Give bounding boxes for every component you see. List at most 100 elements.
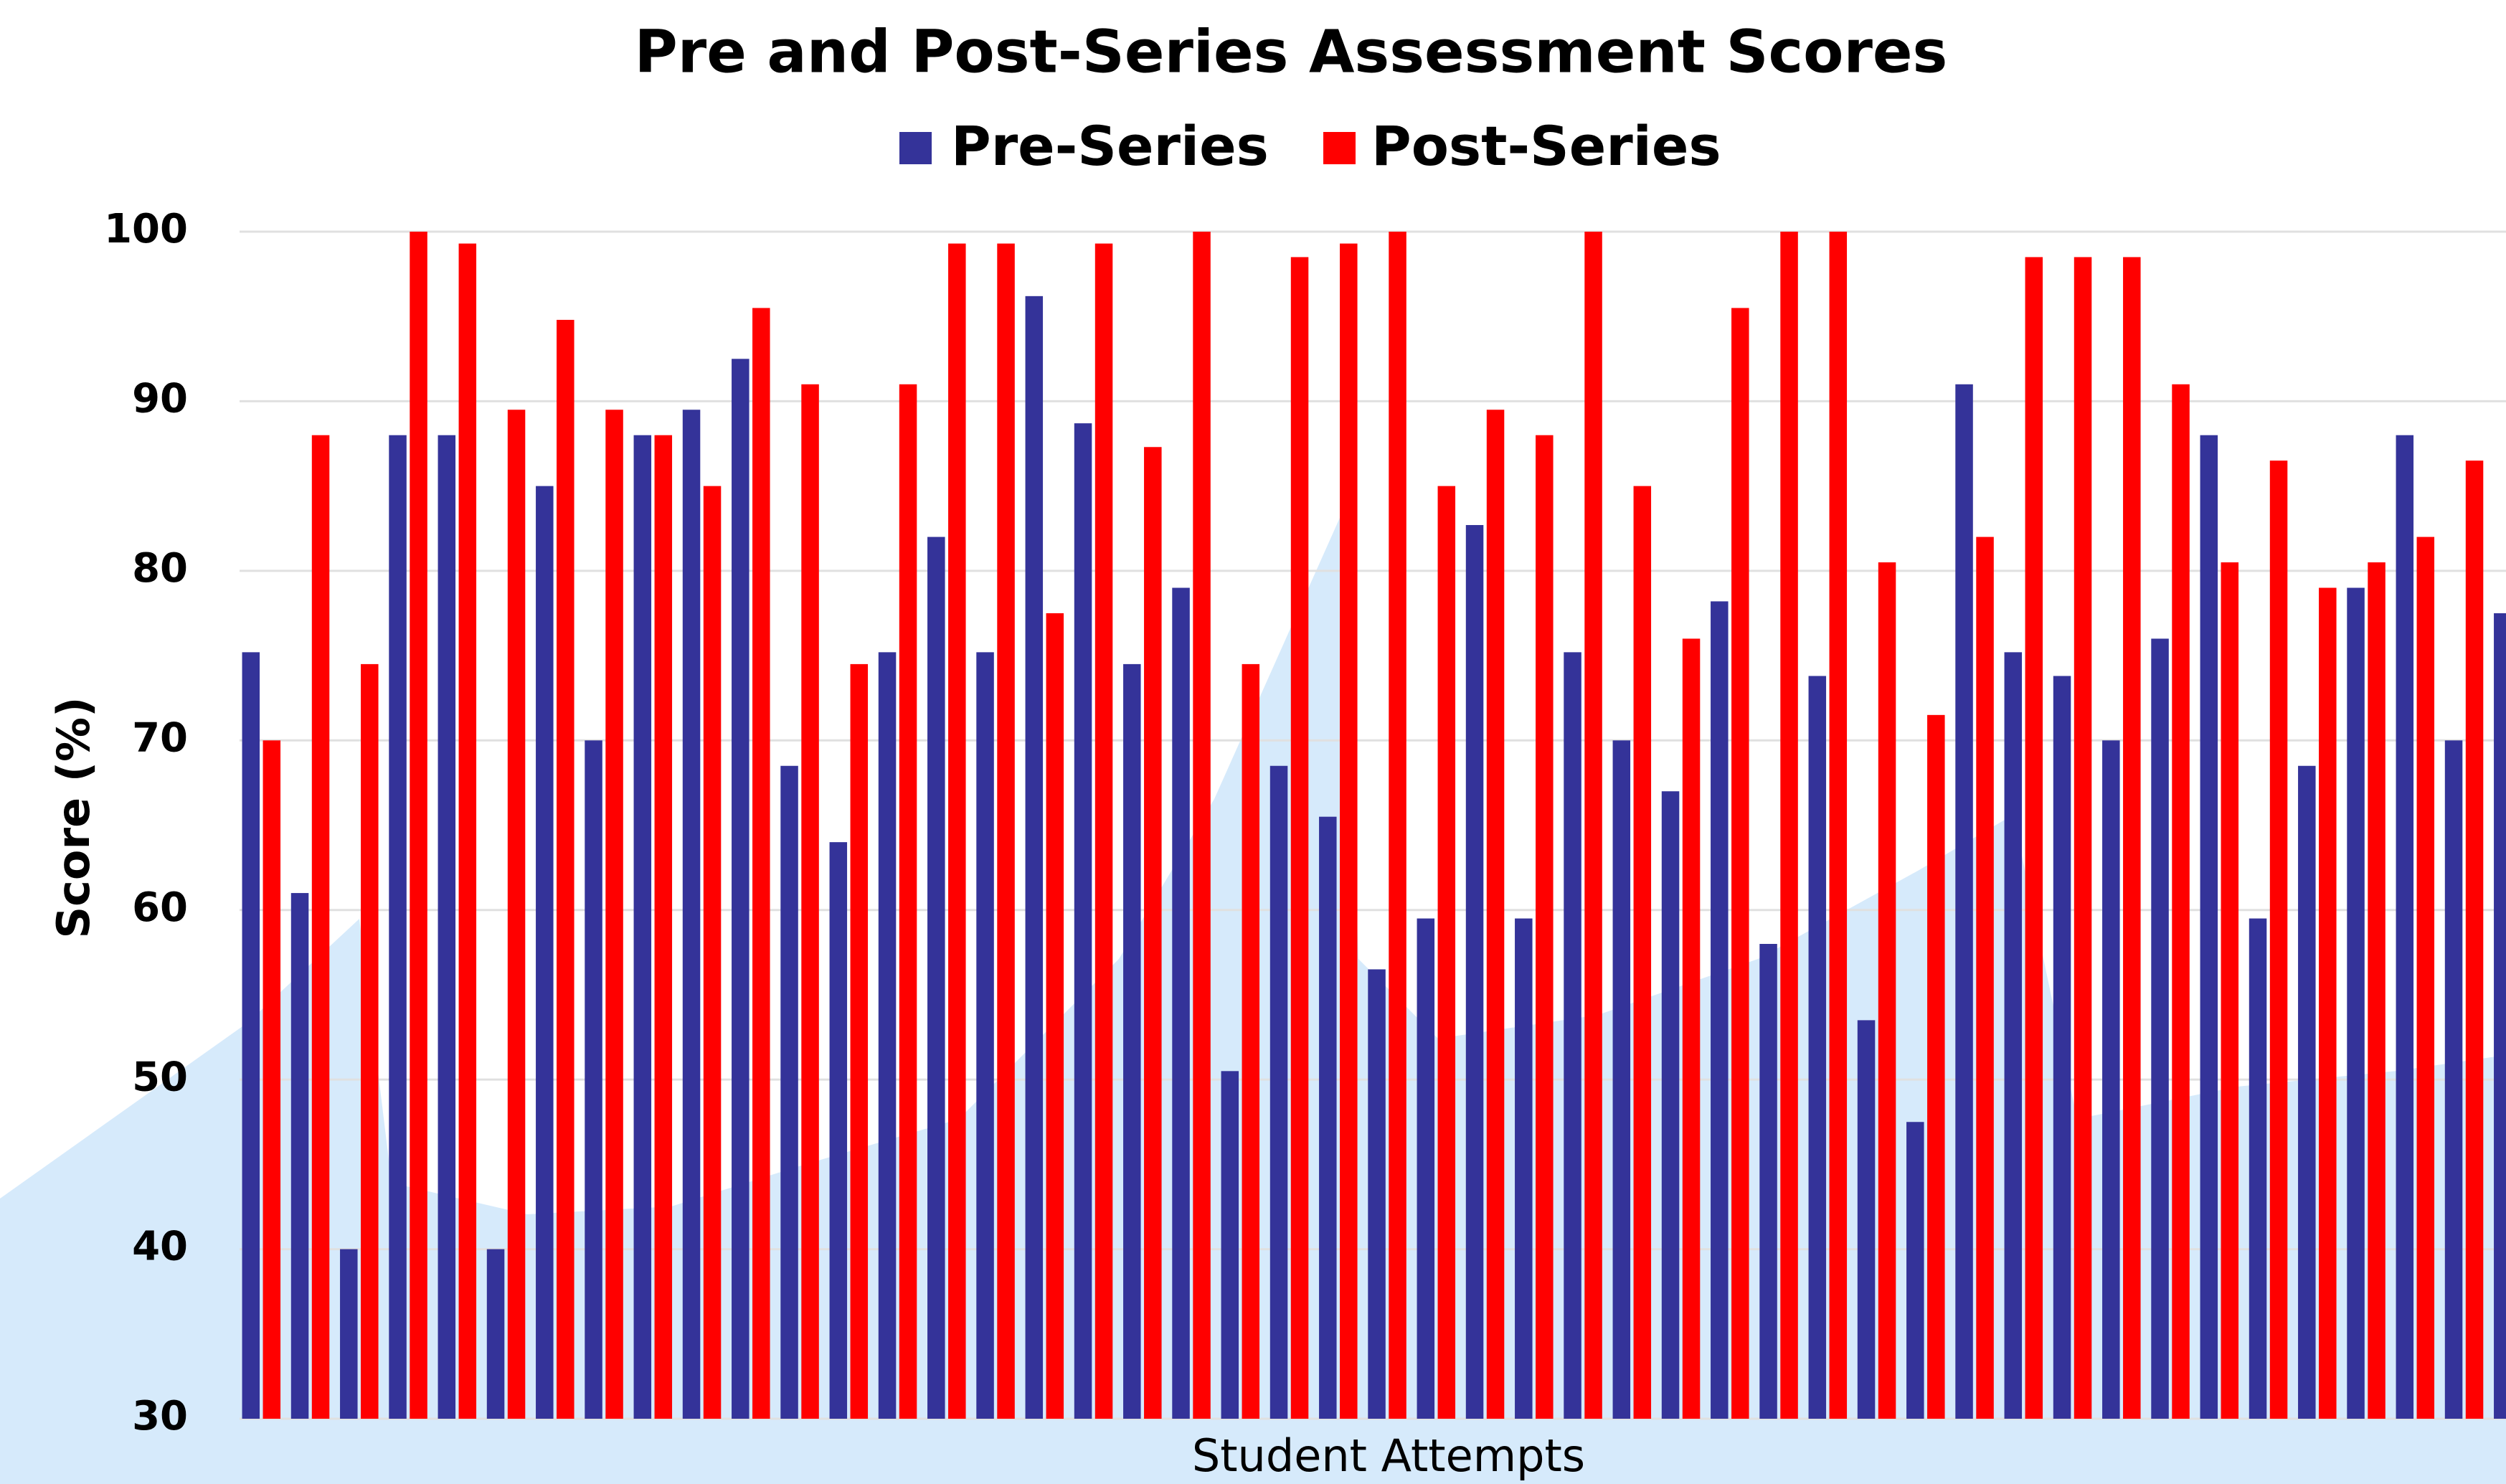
bar: [2319, 588, 2337, 1419]
bar: [634, 435, 652, 1419]
x-axis-label: Student Attempts: [1192, 1429, 1585, 1482]
bar: [389, 435, 407, 1419]
bar: [2494, 613, 2506, 1419]
y-tick-label: 60: [132, 884, 188, 931]
y-tick-label: 70: [132, 714, 188, 761]
bar: [1858, 1020, 1876, 1419]
bar: [1438, 486, 1456, 1419]
y-tick-label: 50: [132, 1054, 188, 1100]
y-tick-label: 80: [132, 545, 188, 592]
y-tick-label: 90: [132, 376, 188, 422]
bar: [2368, 562, 2386, 1419]
bar: [997, 244, 1015, 1419]
bar: [1809, 676, 1827, 1419]
bar: [2298, 766, 2316, 1419]
bar: [536, 486, 554, 1419]
bar: [1662, 791, 1680, 1419]
bar: [340, 1249, 358, 1419]
bar: [1780, 232, 1798, 1419]
bar: [2445, 740, 2463, 1419]
bar: [1095, 244, 1113, 1419]
bar: [2417, 537, 2435, 1419]
chart-title: Pre and Post-Series Assessment Scores: [635, 18, 1948, 86]
chart: Pre and Post-Series Assessment Scores St…: [0, 0, 2506, 1484]
bar: [1487, 410, 1505, 1419]
bar: [732, 359, 750, 1419]
bar: [1564, 652, 1581, 1419]
bar: [2151, 638, 2169, 1419]
bar: [1515, 919, 1533, 1419]
bar: [312, 435, 330, 1419]
bar: [2200, 435, 2218, 1419]
bar: [1878, 562, 1896, 1419]
legend-label: Pre-Series: [951, 114, 1269, 178]
bar: [780, 766, 798, 1419]
bar: [851, 664, 869, 1419]
bar: [1074, 423, 1092, 1419]
bar: [2466, 460, 2484, 1419]
bar: [487, 1249, 505, 1419]
bar: [2102, 740, 2120, 1419]
bar: [1046, 613, 1064, 1419]
bar: [557, 320, 575, 1419]
bar: [1144, 447, 1162, 1419]
bar: [1123, 664, 1141, 1419]
bar: [2123, 257, 2141, 1419]
bar: [1026, 296, 1044, 1419]
bar: [1291, 257, 1309, 1419]
bar: [1906, 1122, 1924, 1419]
bar: [1270, 766, 1288, 1419]
bar: [1536, 435, 1554, 1419]
bar: [1634, 486, 1652, 1419]
bar: [976, 652, 994, 1419]
bar: [2270, 460, 2288, 1419]
bar: [879, 652, 897, 1419]
legend-swatch: [1323, 132, 1356, 164]
bar: [1584, 232, 1602, 1419]
legend: Pre-Series Post-Series: [899, 114, 1721, 178]
bar: [605, 410, 623, 1419]
bar: [2025, 257, 2043, 1419]
bar: [704, 486, 722, 1419]
bar: [1466, 525, 1484, 1419]
bar: [1389, 232, 1406, 1419]
bar: [242, 652, 260, 1419]
bar: [752, 308, 770, 1419]
y-axis-label: Score (%): [47, 696, 100, 938]
bar: [948, 244, 966, 1419]
bar: [263, 740, 281, 1419]
bar: [1221, 1071, 1239, 1419]
bar: [683, 410, 701, 1419]
bar: [1340, 244, 1358, 1419]
bar: [2005, 652, 2023, 1419]
bar: [2053, 676, 2071, 1419]
bar: [655, 435, 673, 1419]
legend-label: Post-Series: [1371, 114, 1721, 178]
y-tick-label: 40: [132, 1224, 188, 1270]
bar: [927, 537, 945, 1419]
bar: [585, 740, 602, 1419]
bar: [1955, 384, 1973, 1419]
y-tick-label: 30: [132, 1393, 188, 1440]
bar: [1927, 715, 1945, 1419]
bar: [2172, 384, 2190, 1419]
bar: [1731, 308, 1749, 1419]
bar: [2249, 919, 2267, 1419]
bar: [801, 384, 819, 1419]
bar: [1830, 232, 1848, 1419]
bar: [1613, 740, 1631, 1419]
bar: [2396, 435, 2414, 1419]
bar: [2074, 257, 2092, 1419]
bar: [899, 384, 917, 1419]
bar: [1417, 919, 1435, 1419]
bar: [1759, 944, 1777, 1419]
bar: [1242, 664, 1260, 1419]
bar: [459, 244, 477, 1419]
page: Pre and Post-Series Assessment Scores St…: [0, 0, 2506, 1484]
bar: [508, 410, 526, 1419]
bar: [410, 232, 427, 1419]
bar: [291, 893, 309, 1419]
bar: [830, 842, 848, 1419]
bar: [1193, 232, 1211, 1419]
bar: [2347, 588, 2365, 1419]
